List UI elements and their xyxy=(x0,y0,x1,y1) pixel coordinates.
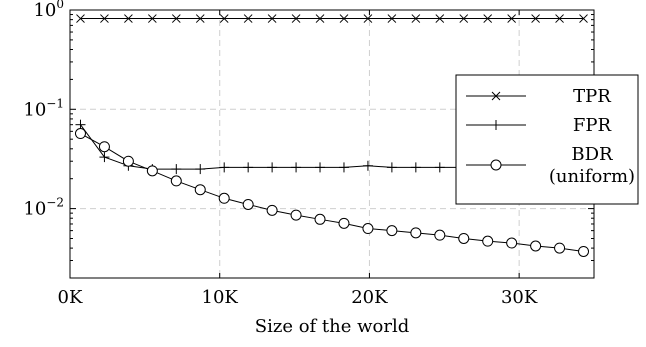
legend: TPR FPR BDR (uniform) xyxy=(455,74,639,205)
data-point-tpr xyxy=(124,14,133,23)
data-point-fpr xyxy=(267,162,278,173)
y-tick-base: 10 xyxy=(33,0,56,21)
y-tick-exponent: −2 xyxy=(46,196,64,210)
x-tick-label: 10K xyxy=(202,287,239,308)
data-point-fpr xyxy=(99,152,110,163)
data-point-fpr xyxy=(362,160,373,171)
legend-entry-fpr: FPR xyxy=(466,115,612,136)
data-point-bdr-uniform xyxy=(410,227,422,239)
legend-label-line: (uniform) xyxy=(549,166,635,187)
data-point-bdr-uniform xyxy=(98,141,110,153)
series-bdr-uniform xyxy=(74,128,590,257)
y-tick-label: 10−1 xyxy=(23,96,64,120)
data-point-tpr xyxy=(76,14,85,23)
y-tick-label: 10−2 xyxy=(23,196,64,220)
data-point-bdr-uniform xyxy=(458,232,470,244)
data-point-fpr xyxy=(291,162,302,173)
data-point-tpr xyxy=(531,14,540,23)
x-axis-label: Size of the world xyxy=(255,316,410,337)
data-point-tpr xyxy=(219,14,229,23)
data-point-bdr-uniform xyxy=(170,175,182,187)
data-point-tpr xyxy=(555,14,564,23)
data-point-tpr xyxy=(387,14,397,23)
data-point-tpr xyxy=(243,14,253,23)
x-tick-label: 30K xyxy=(501,287,538,308)
data-point-tpr xyxy=(579,14,588,23)
legend-entry-bdr-uniform: BDR (uniform) xyxy=(466,144,635,187)
legend-label: BDR (uniform) xyxy=(549,144,635,187)
series-line-bdr-uniform xyxy=(80,133,584,252)
data-point-tpr xyxy=(147,14,157,23)
data-point-bdr-uniform xyxy=(338,217,350,229)
series-tpr xyxy=(76,14,588,23)
data-point-bdr-uniform xyxy=(290,209,302,221)
series-layer xyxy=(74,14,590,257)
data-point-tpr xyxy=(291,14,301,23)
data-point-bdr-uniform xyxy=(506,237,518,249)
data-point-bdr-uniform xyxy=(386,225,398,237)
data-point-bdr-uniform xyxy=(194,184,206,196)
data-point-fpr xyxy=(243,162,254,173)
x-tick-label: 20K xyxy=(351,287,388,308)
data-point-tpr xyxy=(315,14,325,23)
data-point-fpr xyxy=(386,162,397,173)
x-tick-label: 0K xyxy=(58,287,83,308)
legend-label-line: BDR xyxy=(571,144,613,165)
data-point-fpr xyxy=(434,162,445,173)
data-point-fpr xyxy=(75,119,86,130)
data-point-bdr-uniform xyxy=(242,198,254,210)
y-tick-label: 100 xyxy=(33,0,64,21)
data-point-fpr xyxy=(410,162,421,173)
data-point-bdr-uniform xyxy=(122,155,134,167)
data-point-tpr xyxy=(339,14,349,23)
data-point-bdr-uniform xyxy=(362,223,374,235)
y-tick-base: 10 xyxy=(23,199,46,220)
data-point-fpr xyxy=(171,164,182,175)
data-point-tpr xyxy=(100,14,109,23)
legend-entry-tpr: TPR xyxy=(466,86,611,107)
data-point-fpr xyxy=(219,162,230,173)
data-point-tpr xyxy=(267,14,277,23)
data-point-tpr xyxy=(459,14,469,23)
data-point-tpr xyxy=(435,14,445,23)
data-point-tpr xyxy=(195,14,205,23)
legend-marker xyxy=(491,120,501,130)
data-point-bdr-uniform xyxy=(146,165,158,177)
data-point-bdr-uniform xyxy=(218,192,230,204)
y-tick-exponent: −1 xyxy=(46,96,64,110)
data-point-bdr-uniform xyxy=(314,213,326,225)
legend-label: FPR xyxy=(573,115,612,136)
data-point-fpr xyxy=(315,162,326,173)
data-point-tpr xyxy=(507,14,517,23)
data-point-bdr-uniform xyxy=(74,128,86,140)
data-point-bdr-uniform xyxy=(434,229,446,241)
data-point-tpr xyxy=(171,14,181,23)
data-point-bdr-uniform xyxy=(530,240,542,252)
data-point-tpr xyxy=(411,14,421,23)
data-point-bdr-uniform xyxy=(554,242,566,254)
data-point-bdr-uniform xyxy=(578,245,590,257)
legend-marker xyxy=(490,159,502,171)
data-point-fpr xyxy=(338,162,349,173)
data-point-bdr-uniform xyxy=(482,235,494,247)
legend-marker xyxy=(491,91,501,101)
y-tick-exponent: 0 xyxy=(56,0,64,11)
data-point-tpr xyxy=(483,14,493,23)
data-point-bdr-uniform xyxy=(266,204,278,216)
data-point-tpr xyxy=(363,14,373,23)
data-point-fpr xyxy=(195,164,206,175)
legend-label: TPR xyxy=(573,86,611,107)
y-tick-base: 10 xyxy=(23,99,46,120)
